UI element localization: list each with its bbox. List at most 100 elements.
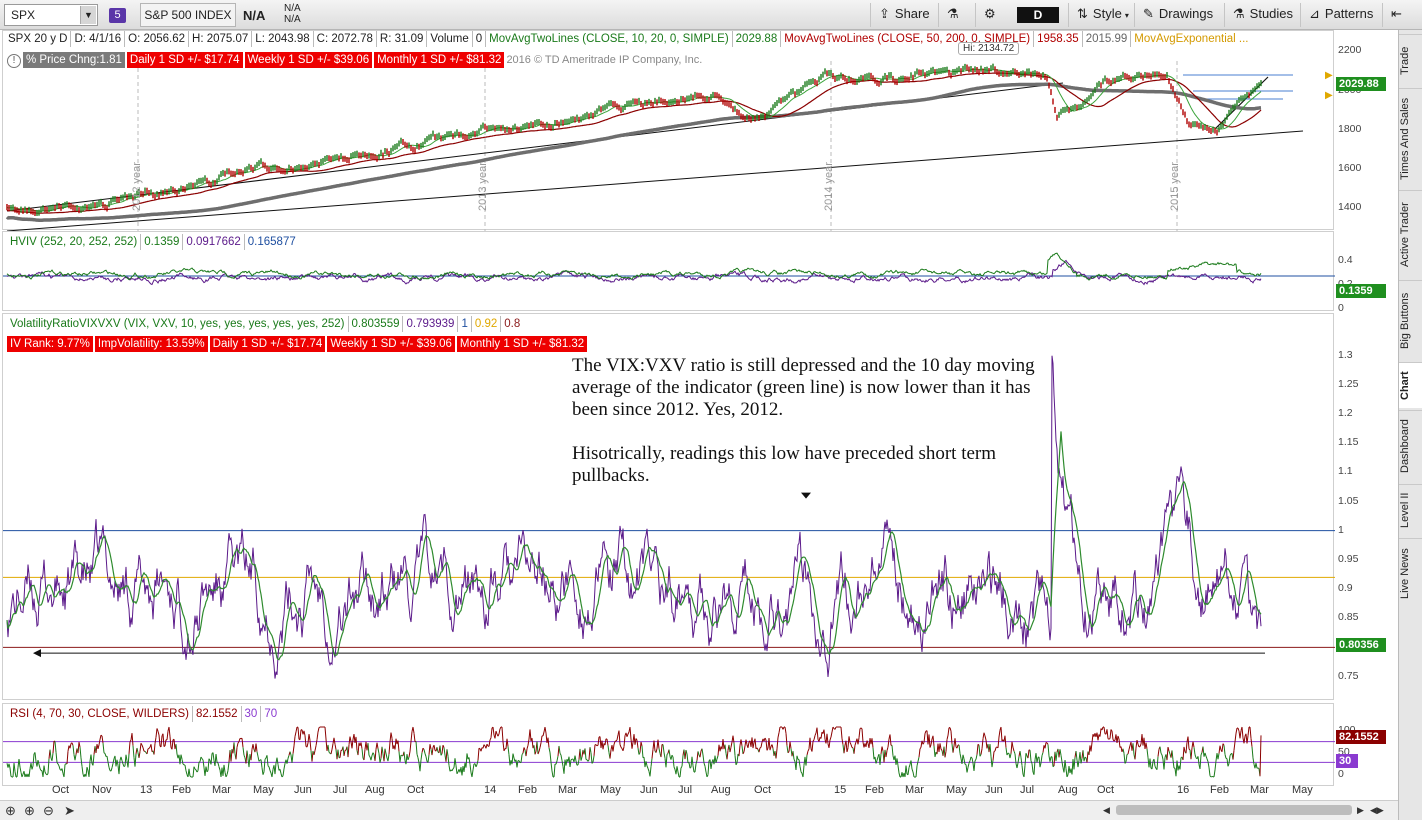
- rsi-line-segment: [1127, 749, 1130, 755]
- rsi-line-segment: [584, 748, 587, 760]
- rsi-line-segment: [154, 737, 157, 744]
- zoom-in-icon[interactable]: ⊕: [24, 803, 35, 818]
- tab-trade[interactable]: Trade: [1399, 34, 1422, 86]
- rsi-line-segment: [261, 767, 264, 775]
- rsi-line-segment: [1080, 758, 1083, 764]
- rsi-line-segment: [1108, 738, 1111, 740]
- rsi-line-segment: [793, 759, 796, 762]
- rsi-line-segment: [602, 743, 605, 750]
- rsi-line-segment: [446, 749, 449, 757]
- scroll-left-icon[interactable]: ◀: [1103, 805, 1110, 815]
- zoom-out-icon[interactable]: ⊖: [43, 803, 54, 818]
- patterns-button[interactable]: ⊿ Patterns: [1300, 3, 1381, 27]
- rsi-line-segment: [676, 766, 679, 772]
- rsi-line-segment: [945, 739, 948, 752]
- vix-ratio-pane[interactable]: VolatilityRatioVIXVXV (VIX, VXV, 10, yes…: [2, 313, 1335, 700]
- rsi-line-segment: [34, 752, 37, 762]
- share-button[interactable]: ⇪ Share: [870, 3, 938, 27]
- info-icon[interactable]: !: [7, 54, 21, 68]
- rsi-line-segment: [1226, 758, 1229, 767]
- flask-button[interactable]: ⚗: [938, 3, 967, 27]
- collapse-icon: ⇤: [1391, 6, 1402, 21]
- symbol-input[interactable]: SPX ▼: [4, 4, 98, 26]
- rsi-line-segment: [157, 731, 160, 736]
- rsi-line-segment: [776, 737, 779, 749]
- vix-label[interactable]: VolatilityRatioVIXVXV (VIX, VXV, 10, yes…: [7, 316, 349, 332]
- tab-active-trader[interactable]: Active Trader: [1399, 190, 1422, 278]
- rsi-label[interactable]: RSI (4, 70, 30, CLOSE, WILDERS): [7, 706, 193, 722]
- rsi-line-segment: [548, 747, 551, 753]
- rsi-line-segment: [694, 763, 697, 773]
- symbol-link-badge[interactable]: 5: [109, 8, 126, 23]
- rsi-line-segment: [69, 743, 72, 749]
- rsi-line-segment: [591, 761, 594, 764]
- rsi-line-segment: [306, 742, 309, 748]
- ma1-label[interactable]: MovAvgTwoLines (CLOSE, 10, 20, 0, SIMPLE…: [486, 31, 733, 47]
- rsi-line-segment: [706, 774, 709, 778]
- header-high: H: 2075.07: [189, 31, 253, 47]
- rsi-line-segment: [107, 761, 110, 768]
- rsi-line-segment: [622, 746, 625, 751]
- tab-big-buttons[interactable]: Big Buttons: [1399, 280, 1422, 360]
- style-button[interactable]: ⇅ Style ▾: [1068, 3, 1137, 27]
- settings-button[interactable]: ⚙: [975, 3, 1004, 27]
- rsi-line-segment: [1101, 726, 1104, 731]
- rsi-line-segment: [716, 755, 719, 760]
- price-header: SPX 20 y D D: 4/1/16 O: 2056.62 H: 2075.07 L…: [5, 31, 1252, 47]
- rsi-line-segment: [421, 747, 424, 753]
- rsi-line-segment: [559, 752, 562, 756]
- ma3-label[interactable]: MovAvgExponential ...: [1134, 33, 1249, 45]
- rsi-line-segment: [995, 746, 998, 749]
- crosshair-icon[interactable]: ⊕: [5, 803, 16, 818]
- rsi-pane[interactable]: RSI (4, 70, 30, CLOSE, WILDERS) 82.1552 30…: [2, 703, 1335, 786]
- rsi-line-segment: [829, 736, 832, 741]
- rsi-line-segment: [54, 741, 57, 753]
- rsi-line-segment: [168, 726, 171, 737]
- rsi-line-segment: [536, 741, 539, 755]
- tab-times-and-sales[interactable]: Times And Sales: [1399, 88, 1422, 188]
- rsi-line-segment: [959, 753, 962, 759]
- rsi-line-segment: [538, 747, 541, 752]
- hviv-label[interactable]: HVIV (252, 20, 252, 252): [7, 234, 142, 250]
- hviv-pane[interactable]: HVIV (252, 20, 252, 252) 0.1359 0.0917662 0…: [2, 231, 1335, 311]
- symbol-text: SPX: [11, 8, 36, 22]
- tab-dashboard[interactable]: Dashboard: [1399, 410, 1422, 482]
- tab-chart[interactable]: Chart: [1399, 362, 1422, 408]
- scrollbar-thumb[interactable]: [1116, 805, 1352, 815]
- tab-live-news[interactable]: Live News: [1399, 538, 1422, 608]
- price-pane[interactable]: SPX 20 y D D: 4/1/16 O: 2056.62 H: 2075.07 L…: [2, 30, 1334, 231]
- rsi-line-segment: [387, 754, 390, 762]
- rsi-line-segment: [881, 746, 884, 752]
- studies-button[interactable]: ⚗ Studies: [1224, 3, 1301, 27]
- collapse-panel-button[interactable]: ⇤: [1382, 3, 1410, 27]
- rsi-line-segment: [1159, 746, 1162, 754]
- chart-area[interactable]: SPX 20 y D D: 4/1/16 O: 2056.62 H: 2075.07 L…: [0, 30, 1398, 820]
- rsi-line-segment: [379, 758, 382, 763]
- rsi-line-segment: [1213, 769, 1216, 778]
- rsi-line-segment: [99, 735, 102, 740]
- rsi-line-segment: [28, 768, 31, 778]
- aggregation-button[interactable]: D: [1017, 7, 1059, 23]
- x-axis-label: 16: [1177, 784, 1190, 796]
- drawings-button[interactable]: ✎ Drawings: [1134, 3, 1221, 27]
- rsi-line-segment: [593, 744, 596, 756]
- tab-level-ii[interactable]: Level II: [1399, 484, 1422, 536]
- iv-rank-badge: IV Rank: 9.77%: [7, 336, 93, 352]
- scroll-right-icon[interactable]: ▶: [1357, 805, 1364, 815]
- rsi-line-segment: [832, 726, 835, 729]
- rsi-line-segment: [32, 753, 35, 766]
- rsi-line-segment: [492, 726, 495, 736]
- rsi-line-segment: [699, 750, 702, 758]
- rsi-line-segment: [521, 752, 524, 755]
- symbol-dropdown-icon[interactable]: ▼: [80, 6, 96, 24]
- rsi-line-segment: [56, 762, 59, 765]
- price-change: N/A N/A: [284, 3, 301, 25]
- annotation-note[interactable]: The VIX:VXV ratio is still depressed and…: [572, 355, 1052, 509]
- rsi-line-segment: [309, 740, 312, 751]
- scroll-ends-icon[interactable]: ◀▶: [1370, 805, 1384, 815]
- rsi-line-segment: [433, 745, 436, 751]
- rsi-line-segment: [13, 763, 16, 772]
- rsi-line-segment: [121, 760, 124, 765]
- vix-badges: IV Rank: 9.77% ImpVolatility: 13.59% Daily…: [7, 336, 589, 352]
- pointer-icon[interactable]: ➤: [64, 803, 75, 818]
